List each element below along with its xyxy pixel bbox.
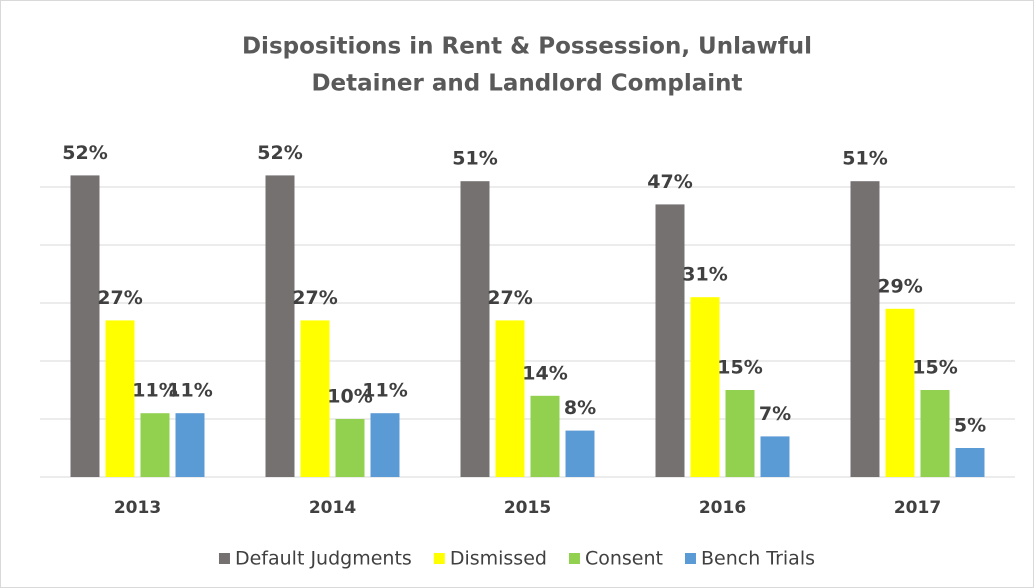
x-tick-label: 2017 — [894, 498, 941, 518]
bar — [175, 413, 205, 477]
bar — [460, 181, 490, 477]
bar — [495, 320, 525, 477]
bar — [70, 175, 100, 477]
value-label: 31% — [682, 264, 727, 286]
legend-swatch — [433, 553, 445, 564]
legend-swatch — [218, 553, 230, 564]
legend-swatch — [684, 553, 696, 564]
bar — [265, 175, 295, 477]
value-label: 8% — [564, 397, 596, 419]
value-label: 11% — [167, 380, 212, 402]
x-tick-label: 2013 — [114, 498, 161, 518]
bar — [725, 390, 755, 477]
x-tick-label: 2014 — [309, 498, 356, 518]
value-label: 52% — [62, 142, 107, 164]
value-label: 14% — [522, 362, 567, 384]
bar — [955, 448, 985, 477]
value-label: 51% — [452, 148, 497, 170]
x-tick-label: 2015 — [504, 498, 551, 518]
bar — [530, 395, 560, 477]
value-label: 52% — [257, 142, 302, 164]
legend-swatch — [568, 553, 580, 564]
chart-title: Dispositions in Rent & Possession, Unlaw… — [242, 34, 812, 60]
value-label: 15% — [912, 357, 957, 379]
bar — [885, 308, 915, 477]
value-label: 27% — [487, 287, 532, 309]
bar — [760, 436, 790, 477]
x-tick-label: 2016 — [699, 498, 746, 518]
bar — [655, 204, 685, 477]
bar — [105, 320, 135, 477]
value-label: 5% — [954, 415, 986, 437]
bar — [300, 320, 330, 477]
bar — [690, 297, 720, 477]
legend-label: Default Judgments — [235, 548, 412, 570]
value-label: 51% — [842, 148, 887, 170]
value-label: 27% — [292, 287, 337, 309]
value-label: 10% — [327, 386, 372, 408]
value-label: 11% — [132, 380, 177, 402]
bar — [370, 413, 400, 477]
bar — [140, 413, 170, 477]
bar — [850, 181, 880, 477]
value-label: 29% — [877, 275, 922, 297]
bar — [565, 430, 595, 477]
value-label: 7% — [759, 403, 791, 425]
bar — [335, 419, 365, 477]
value-label: 27% — [97, 287, 142, 309]
value-label: 11% — [362, 380, 407, 402]
bar — [920, 390, 950, 477]
value-label: 15% — [717, 357, 762, 379]
value-label: 47% — [647, 171, 692, 193]
legend-label: Consent — [585, 548, 663, 570]
chart-title: Detainer and Landlord Complaint — [311, 71, 742, 97]
legend-label: Dismissed — [450, 548, 547, 570]
legend: Default Judgments Dismissed Consent Bench T… — [218, 548, 815, 570]
legend-label: Bench Trials — [701, 548, 815, 570]
